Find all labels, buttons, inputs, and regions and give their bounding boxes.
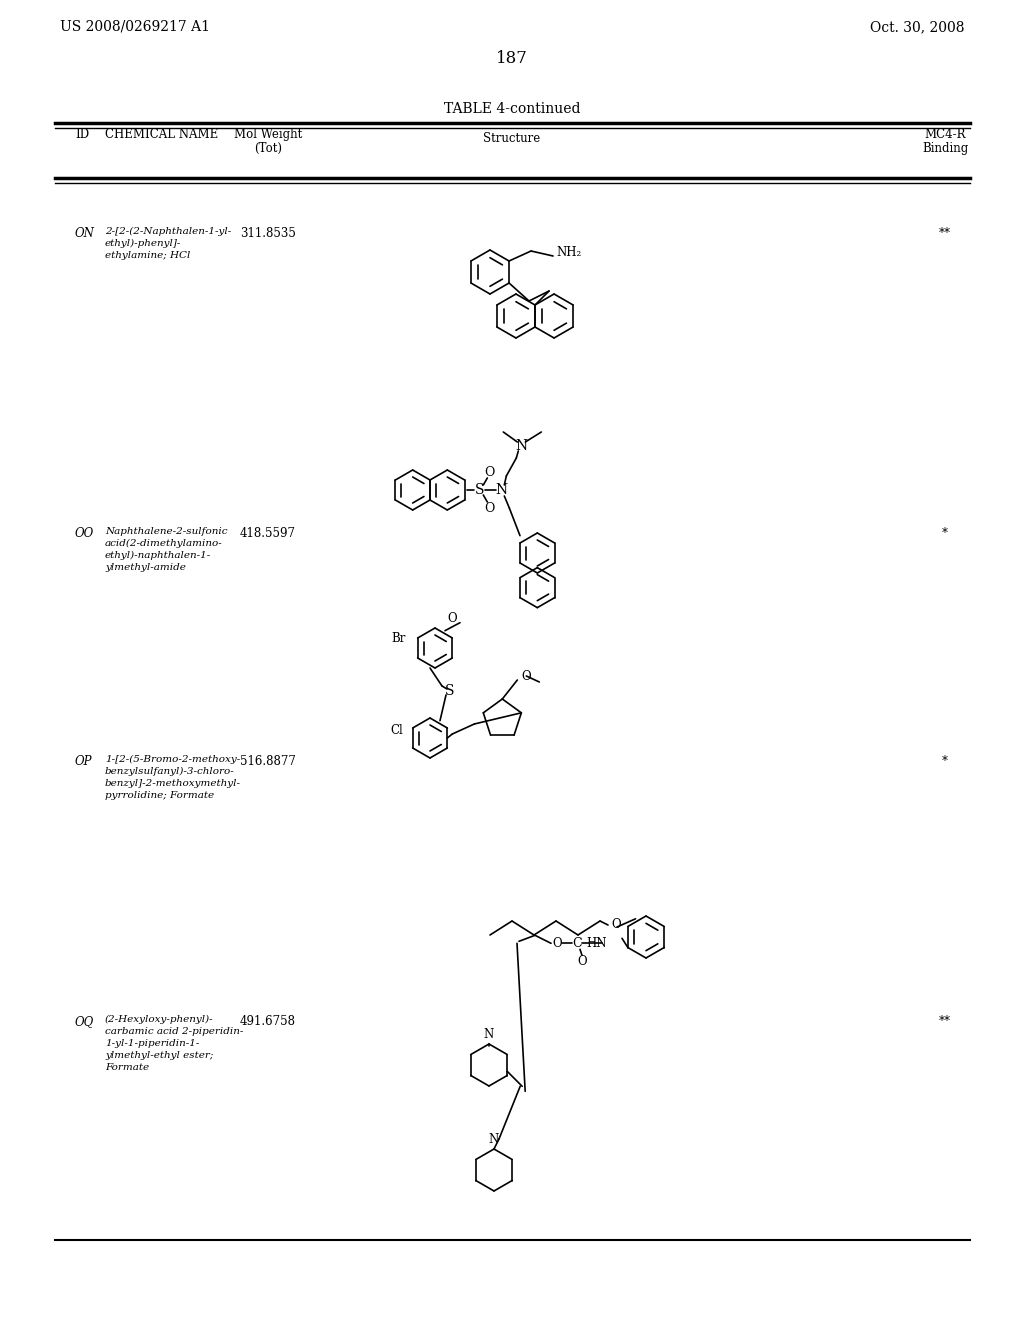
Text: pyrrolidine; Formate: pyrrolidine; Formate <box>105 791 214 800</box>
Text: Br: Br <box>391 631 406 644</box>
Text: **: ** <box>939 227 951 240</box>
Text: O: O <box>521 669 531 682</box>
Text: 491.6758: 491.6758 <box>240 1015 296 1028</box>
Text: O: O <box>484 466 495 479</box>
Text: O: O <box>447 612 457 624</box>
Text: *: * <box>942 527 948 540</box>
Text: 418.5597: 418.5597 <box>240 527 296 540</box>
Text: 1-[2-(5-Bromo-2-methoxy-: 1-[2-(5-Bromo-2-methoxy- <box>105 755 241 764</box>
Text: Naphthalene-2-sulfonic: Naphthalene-2-sulfonic <box>105 527 227 536</box>
Text: O: O <box>611 919 621 932</box>
Text: ID: ID <box>75 128 89 141</box>
Text: N: N <box>496 483 507 498</box>
Text: (2-Hexyloxy-phenyl)-: (2-Hexyloxy-phenyl)- <box>105 1015 214 1024</box>
Text: S: S <box>474 483 484 498</box>
Text: CHEMICAL NAME: CHEMICAL NAME <box>105 128 218 141</box>
Text: Oct. 30, 2008: Oct. 30, 2008 <box>869 20 964 34</box>
Text: O: O <box>552 937 562 950</box>
Text: NH₂: NH₂ <box>556 246 582 259</box>
Text: US 2008/0269217 A1: US 2008/0269217 A1 <box>60 20 210 34</box>
Text: (Tot): (Tot) <box>254 143 282 154</box>
Text: N: N <box>488 1133 499 1146</box>
Text: ethyl)-phenyl]-: ethyl)-phenyl]- <box>105 239 181 248</box>
Text: ethylamine; HCl: ethylamine; HCl <box>105 251 190 260</box>
Text: TABLE 4-continued: TABLE 4-continued <box>443 102 581 116</box>
Text: OP: OP <box>75 755 92 768</box>
Text: ylmethyl-ethyl ester;: ylmethyl-ethyl ester; <box>105 1051 213 1060</box>
Text: Cl: Cl <box>390 723 402 737</box>
Text: Formate: Formate <box>105 1063 150 1072</box>
Text: S: S <box>445 684 455 698</box>
Text: **: ** <box>939 1015 951 1028</box>
Text: ethyl)-naphthalen-1-: ethyl)-naphthalen-1- <box>105 550 211 560</box>
Text: Binding: Binding <box>922 143 968 154</box>
Text: 1-yl-1-piperidin-1-: 1-yl-1-piperidin-1- <box>105 1039 200 1048</box>
Text: 516.8877: 516.8877 <box>240 755 296 768</box>
Text: C: C <box>572 937 582 950</box>
Text: O: O <box>578 954 587 968</box>
Text: MC4-R: MC4-R <box>925 128 966 141</box>
Text: ylmethyl-amide: ylmethyl-amide <box>105 564 186 572</box>
Text: N: N <box>484 1028 495 1041</box>
Text: *: * <box>942 755 948 768</box>
Text: carbamic acid 2-piperidin-: carbamic acid 2-piperidin- <box>105 1027 244 1036</box>
Text: 311.8535: 311.8535 <box>240 227 296 240</box>
Text: OO: OO <box>75 527 94 540</box>
Text: 187: 187 <box>496 50 528 67</box>
Text: HN: HN <box>587 937 607 950</box>
Text: benzyl]-2-methoxymethyl-: benzyl]-2-methoxymethyl- <box>105 779 241 788</box>
Text: 2-[2-(2-Naphthalen-1-yl-: 2-[2-(2-Naphthalen-1-yl- <box>105 227 231 236</box>
Text: O: O <box>484 502 495 515</box>
Text: Structure: Structure <box>483 132 541 144</box>
Text: OQ: OQ <box>75 1015 94 1028</box>
Text: Mol Weight: Mol Weight <box>233 128 302 141</box>
Text: benzylsulfanyl)-3-chloro-: benzylsulfanyl)-3-chloro- <box>105 767 234 776</box>
Text: N: N <box>515 440 527 453</box>
Text: ON: ON <box>75 227 95 240</box>
Text: acid(2-dimethylamino-: acid(2-dimethylamino- <box>105 539 223 548</box>
